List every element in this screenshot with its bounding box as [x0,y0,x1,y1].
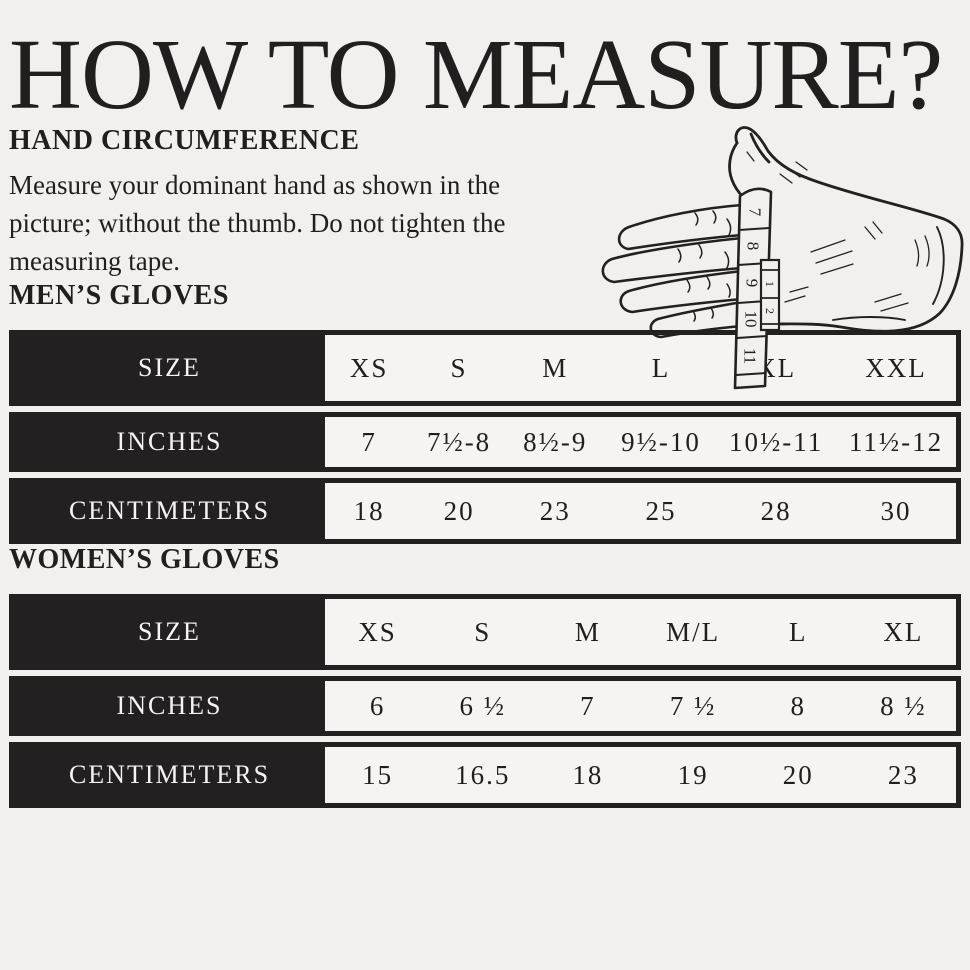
inches-value: 9½-10 [621,426,701,457]
centimeters-value: 16.5 [455,759,511,790]
hand-outline [728,126,964,333]
table-row: SIZE XS S M M/L L XL [9,594,961,671]
centimeters-value: 30 [880,495,912,526]
tape-number: 7 [746,208,765,217]
centimeters-value: 20 [782,759,814,790]
knuckle-creases [677,210,732,322]
centimeters-value: 23 [539,495,571,526]
inches-value: 7½-8 [426,426,492,457]
table-row: INCHES 6 6 ½ 7 7 ½ 8 8 ½ [9,676,961,737]
hand-with-tape-drawing: 7 8 9 10 11 1 2 [601,126,964,390]
inches-value: 8 ½ [880,690,927,721]
size-value: XL [883,616,924,647]
centimeters-value: 18 [572,759,604,790]
inches-value: 11½-12 [848,426,944,457]
womens-gloves-heading: WOMEN’S GLOVES [9,544,280,576]
inches-value: 6 [369,690,386,721]
table-row: CENTIMETERS 18 20 23 25 28 30 [9,478,961,545]
page-title: HOW TO MEASURE? [9,18,943,130]
tape-number: 10 [742,311,761,328]
size-value: L [651,352,671,383]
centimeters-value: 28 [760,495,792,526]
row-values: XS S M M/L L XL [325,599,956,666]
tape-number: 11 [741,348,760,364]
row-label: CENTIMETERS [68,496,271,526]
inches-value: 7 [361,426,377,457]
centimeters-value: 23 [887,759,919,790]
size-value: M [542,352,569,383]
size-value: S [450,352,468,383]
size-value: M [574,616,601,647]
table-row: SIZE XS S M L XL XXL [9,330,961,407]
inches-value: 7 [580,690,596,721]
size-value: XS [358,616,397,647]
size-value: L [788,616,808,647]
buckle-number: 1 [763,281,777,287]
centimeters-value: 15 [362,759,394,790]
mens-size-table: SIZE XS S M L XL XXL INCHES 7 7½-8 8½-9 … [9,330,961,545]
row-values: XS S M L XL XXL [325,335,956,402]
row-values: 18 20 23 25 28 30 [325,483,956,540]
row-values: 15 16.5 18 19 20 23 [325,747,956,804]
tape-number: 9 [743,279,762,288]
centimeters-value: 20 [443,495,475,526]
table-row: INCHES 7 7½-8 8½-9 9½-10 10½-11 11½-12 [9,412,961,473]
row-values: 7 7½-8 8½-9 9½-10 10½-11 11½-12 [325,417,956,468]
womens-size-table: SIZE XS S M M/L L XL INCHES 6 6 ½ 7 7 ½ … [9,594,961,809]
table-row: CENTIMETERS 15 16.5 18 19 20 23 [9,742,961,809]
centimeters-value: 25 [645,495,677,526]
row-label: SIZE [138,353,201,383]
size-value: M/L [666,616,721,647]
row-label: CENTIMETERS [68,760,271,790]
inches-value: 10½-11 [729,426,824,457]
mens-gloves-heading: MEN’S GLOVES [9,280,229,312]
tape-overlap-buckle: 1 2 [759,258,781,332]
measuring-instructions-text: Measure your dominant hand as shown in t… [9,170,506,276]
row-values: 6 6 ½ 7 7 ½ 8 8 ½ [325,681,956,732]
centimeters-value: 19 [677,759,709,790]
inches-value: 7 ½ [669,690,717,721]
tape-number: 8 [744,242,763,251]
inches-value: 8 [790,690,806,721]
shading-hatch-lines [746,151,930,312]
measuring-tape: 7 8 9 10 11 [733,187,773,390]
size-value: XS [349,352,389,383]
size-value: XXL [865,352,927,383]
row-label: INCHES [116,427,223,457]
inches-value: 6 ½ [459,690,506,721]
hand-circumference-heading: HAND CIRCUMFERENCE [9,125,360,156]
inches-value: 8½-9 [523,426,588,457]
row-label: INCHES [116,691,223,721]
wrist-contours [832,226,945,321]
size-guide-page: HOW TO MEASURE? HAND CIRCUMFERENCE Measu… [9,18,970,809]
size-value: S [474,616,492,647]
hand-measuring-illustration: 7 8 9 10 11 1 2 [575,112,970,397]
buckle-number: 2 [763,308,777,314]
fingers-outline [601,203,744,339]
centimeters-value: 18 [353,495,385,526]
row-label: SIZE [138,617,201,647]
